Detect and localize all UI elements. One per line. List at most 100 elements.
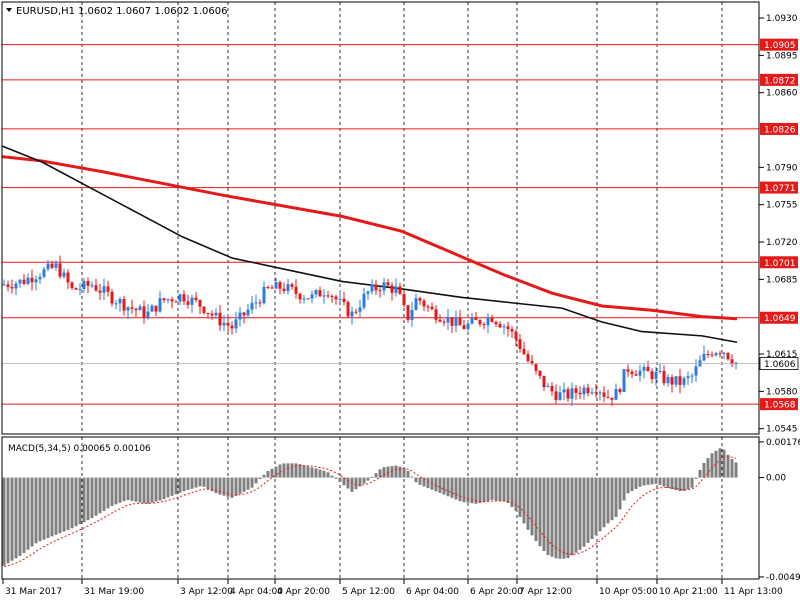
candle-body	[198, 300, 202, 307]
macd-bar	[106, 477, 110, 509]
macd-bar	[38, 477, 42, 542]
candle-body	[250, 302, 254, 310]
macd-bar	[330, 475, 334, 478]
macd-bar	[6, 477, 10, 564]
macd-bar	[454, 477, 458, 500]
candle-body	[90, 285, 94, 287]
candle-body	[730, 359, 734, 365]
macd-bar	[618, 477, 622, 510]
candle-body	[642, 366, 646, 371]
macd-bar	[686, 477, 690, 490]
candle-body	[410, 310, 414, 320]
candle-body	[490, 317, 494, 322]
candle-body	[38, 276, 42, 280]
macd-bar	[134, 477, 138, 502]
candle-body	[142, 306, 146, 318]
candle-body	[550, 385, 554, 392]
triangle-down-icon[interactable]	[6, 8, 12, 12]
macd-bar	[638, 477, 642, 487]
macd-bar	[2, 477, 6, 566]
candle-body	[506, 326, 510, 330]
y-tick-label: 1.0545	[766, 425, 798, 435]
level-badge	[760, 256, 798, 269]
macd-bar	[526, 477, 530, 530]
macd-bar	[54, 477, 58, 535]
candle-body	[138, 306, 142, 311]
candle-body	[646, 366, 650, 372]
candle-body	[382, 282, 386, 291]
y-tick-label: 1.0720	[766, 238, 798, 248]
candle-body	[686, 376, 690, 379]
macd-bar	[238, 477, 242, 494]
candle-body	[178, 294, 182, 302]
candle-body	[22, 279, 26, 284]
candle-body	[466, 323, 470, 330]
candle-body	[106, 286, 110, 292]
candle-body	[666, 377, 670, 384]
level-badge	[760, 73, 798, 86]
macd-title: MACD(5,34,5) 0.00065 0.00106	[8, 444, 151, 454]
macd-bar	[558, 477, 562, 559]
macd-bar	[614, 477, 618, 517]
macd-bar	[386, 466, 390, 478]
macd-bar	[554, 477, 558, 559]
candle-body	[486, 317, 490, 326]
candle-body	[318, 290, 322, 297]
candle-body	[190, 297, 194, 305]
ma-fast-black	[1, 145, 738, 344]
candle-body	[174, 301, 178, 303]
macd-bar	[530, 477, 534, 536]
candle-body	[462, 325, 466, 330]
level-badge	[760, 311, 798, 324]
candle-body	[274, 282, 278, 289]
macd-bar	[474, 477, 478, 504]
candle-body	[6, 284, 10, 287]
candle-body	[670, 377, 674, 385]
macd-bar	[642, 477, 646, 486]
macd-bar	[502, 477, 506, 502]
candle-body	[354, 311, 358, 313]
candle-body	[170, 299, 174, 302]
candle-body	[58, 263, 62, 277]
candle-body	[302, 298, 306, 300]
candle-body	[66, 272, 70, 283]
macd-bar	[450, 477, 454, 498]
candle-body	[270, 287, 274, 289]
macd-bar	[438, 477, 442, 493]
macd-bar	[662, 477, 666, 487]
x-tick-label: 4 Apr 20:00	[277, 587, 330, 597]
candle-body	[218, 312, 222, 326]
macd-bar	[214, 477, 218, 494]
macd-bar	[422, 477, 426, 487]
macd-bar	[582, 477, 586, 547]
candle-body	[366, 291, 370, 294]
horizontal-levels[interactable]: 1.0905 1.0872 1.0826 1.0771 1.0701 1.0649 1.05…	[2, 38, 798, 411]
macd-bar	[378, 469, 382, 478]
candle-body	[422, 300, 426, 307]
candle-body	[158, 298, 162, 312]
macd-bar	[486, 477, 490, 501]
macd-bar	[546, 477, 550, 556]
macd-bar	[258, 477, 262, 480]
macd-bar	[94, 477, 98, 516]
macd-bar	[550, 477, 554, 557]
candle-body	[610, 397, 614, 400]
macd-bar	[286, 463, 290, 478]
candle-body	[654, 371, 658, 380]
candle-body	[558, 392, 562, 401]
macd-bar	[506, 477, 510, 503]
candle-body	[230, 325, 234, 329]
candle-body	[126, 307, 130, 311]
candle-body	[130, 307, 134, 309]
candle-body	[414, 298, 418, 311]
candle-body	[330, 296, 334, 298]
candle-body	[682, 378, 686, 385]
macd-bar	[310, 467, 314, 478]
candle-body	[630, 371, 634, 375]
candle-body	[562, 389, 566, 393]
candle-body	[246, 309, 250, 316]
level-badge	[760, 38, 798, 51]
candle-body	[18, 279, 22, 284]
candle-body	[378, 290, 382, 292]
macd-bar	[446, 477, 450, 497]
